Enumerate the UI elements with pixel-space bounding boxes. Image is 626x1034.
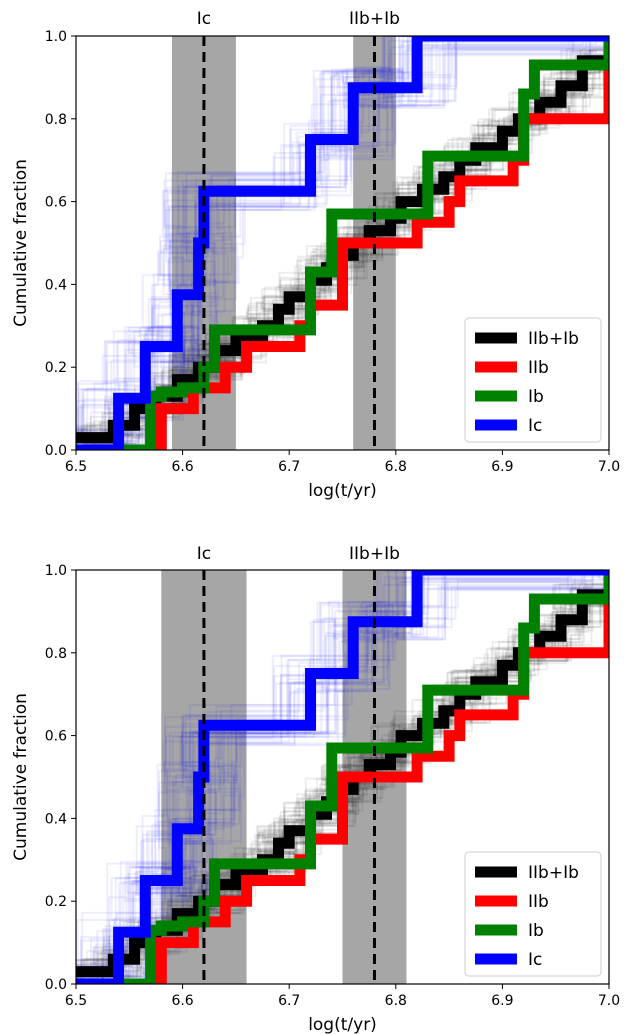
marker-label: Ic — [197, 544, 211, 564]
series-line-ib — [76, 36, 609, 450]
realisation-line-ic — [76, 570, 573, 984]
y-tick-label: 0.8 — [45, 112, 67, 128]
x-tick-label: 6.8 — [385, 993, 407, 1009]
y-tick-label: 0.2 — [45, 894, 67, 910]
legend-label: IIb+Ib — [528, 863, 579, 883]
y-tick-label: 0.0 — [45, 443, 67, 459]
series-line-iib — [76, 36, 609, 450]
realisation-line-ic — [76, 570, 586, 972]
legend: IIb+Ib IIb Ib Ic — [464, 851, 602, 977]
realisation-line-ic — [81, 586, 609, 984]
series-line-ib — [76, 570, 609, 984]
realisation-line-ic — [76, 570, 583, 984]
legend-label: Ib — [528, 921, 544, 941]
x-tick-label: 6.9 — [491, 459, 513, 475]
realisation-line-ic — [105, 570, 609, 984]
x-tick-label: 6.7 — [278, 459, 300, 475]
realisation-line-ic — [84, 36, 609, 450]
axes-frame — [75, 569, 610, 985]
y-axis-label: Cumulative fraction — [11, 693, 31, 861]
realisation-line-iib-ib — [76, 589, 604, 979]
realisation-line-ic — [76, 587, 609, 984]
x-tick-label: 6.6 — [171, 459, 193, 475]
plot-area — [76, 36, 609, 450]
y-tick-label: 1.0 — [45, 29, 67, 45]
legend-box — [464, 851, 602, 977]
x-tick-label: 6.9 — [491, 993, 513, 1009]
legend-label: IIb — [528, 358, 549, 378]
legend: IIb+Ib IIb Ib Ic — [464, 317, 602, 443]
x-tick-label: 7.0 — [598, 993, 620, 1009]
legend-label: Ic — [528, 950, 542, 970]
realisation-line-ic — [76, 36, 608, 435]
x-tick-label: 7.0 — [598, 459, 620, 475]
x-axis-label: log(t/yr) — [308, 481, 377, 501]
y-tick-label: 1.0 — [45, 563, 67, 579]
legend-label: IIb+Ib — [528, 329, 579, 349]
x-tick-label: 6.7 — [278, 993, 300, 1009]
plot-area — [76, 570, 609, 984]
series-line-ic — [76, 36, 609, 450]
x-tick-label: 6.8 — [385, 459, 407, 475]
realisation-line-ic — [76, 36, 609, 450]
x-tick-label: 6.6 — [171, 993, 193, 1009]
realisation-line-ic — [76, 36, 571, 450]
realisation-line-ic — [76, 36, 598, 444]
realisation-line-ic — [76, 36, 584, 450]
x-tick-label: 6.5 — [65, 459, 87, 475]
realisation-line-ic — [89, 570, 578, 978]
legend-box — [464, 317, 602, 443]
y-tick-label: 0.4 — [45, 277, 67, 293]
realisation-line-ic — [76, 570, 592, 984]
marker-label: IIb+Ib — [349, 9, 400, 29]
axes-frame — [75, 35, 610, 451]
chart-panel-1: 6.5 6.6 6.7 6.8 6.9 7.0 0.0 0.2 0.4 0.6 0.8 1.0 log(… — [11, 9, 620, 501]
y-tick-label: 0.2 — [45, 360, 67, 376]
realisation-line-iib-ib — [98, 583, 590, 961]
realisation-line-ic — [106, 45, 609, 450]
realisation-line-ic — [76, 46, 609, 450]
chart-panel-2: 6.5 6.6 6.7 6.8 6.9 7.0 0.0 0.2 0.4 0.6 0.8 1.0 log(… — [11, 544, 620, 1034]
y-tick-label: 0.8 — [45, 646, 67, 662]
legend-label: IIb — [528, 892, 549, 912]
realisation-line-ic — [76, 570, 584, 978]
marker-label: Ic — [197, 9, 211, 29]
x-tick-label: 6.5 — [65, 993, 87, 1009]
y-tick-label: 0.6 — [45, 195, 67, 211]
marker-label: IIb+Ib — [349, 544, 400, 564]
realisation-line-ic — [76, 36, 609, 450]
series-line-ic — [76, 570, 609, 984]
y-tick-label: 0.0 — [45, 977, 67, 993]
y-tick-label: 0.6 — [45, 729, 67, 745]
realisation-line-ic — [76, 39, 576, 441]
y-axis-label: Cumulative fraction — [11, 159, 31, 327]
legend-label: Ic — [528, 416, 542, 436]
realisation-line-ic — [76, 53, 609, 445]
realisation-line-ic — [77, 36, 609, 444]
realisation-line-iib-ib — [76, 64, 606, 450]
x-axis-label: log(t/yr) — [308, 1015, 377, 1034]
legend-label: Ib — [528, 387, 544, 407]
realisation-line-ic — [76, 570, 597, 984]
y-tick-label: 0.4 — [45, 811, 67, 827]
realisation-line-ic — [76, 36, 592, 441]
realisation-line-ic — [76, 36, 609, 438]
series-line-iib — [76, 570, 609, 984]
